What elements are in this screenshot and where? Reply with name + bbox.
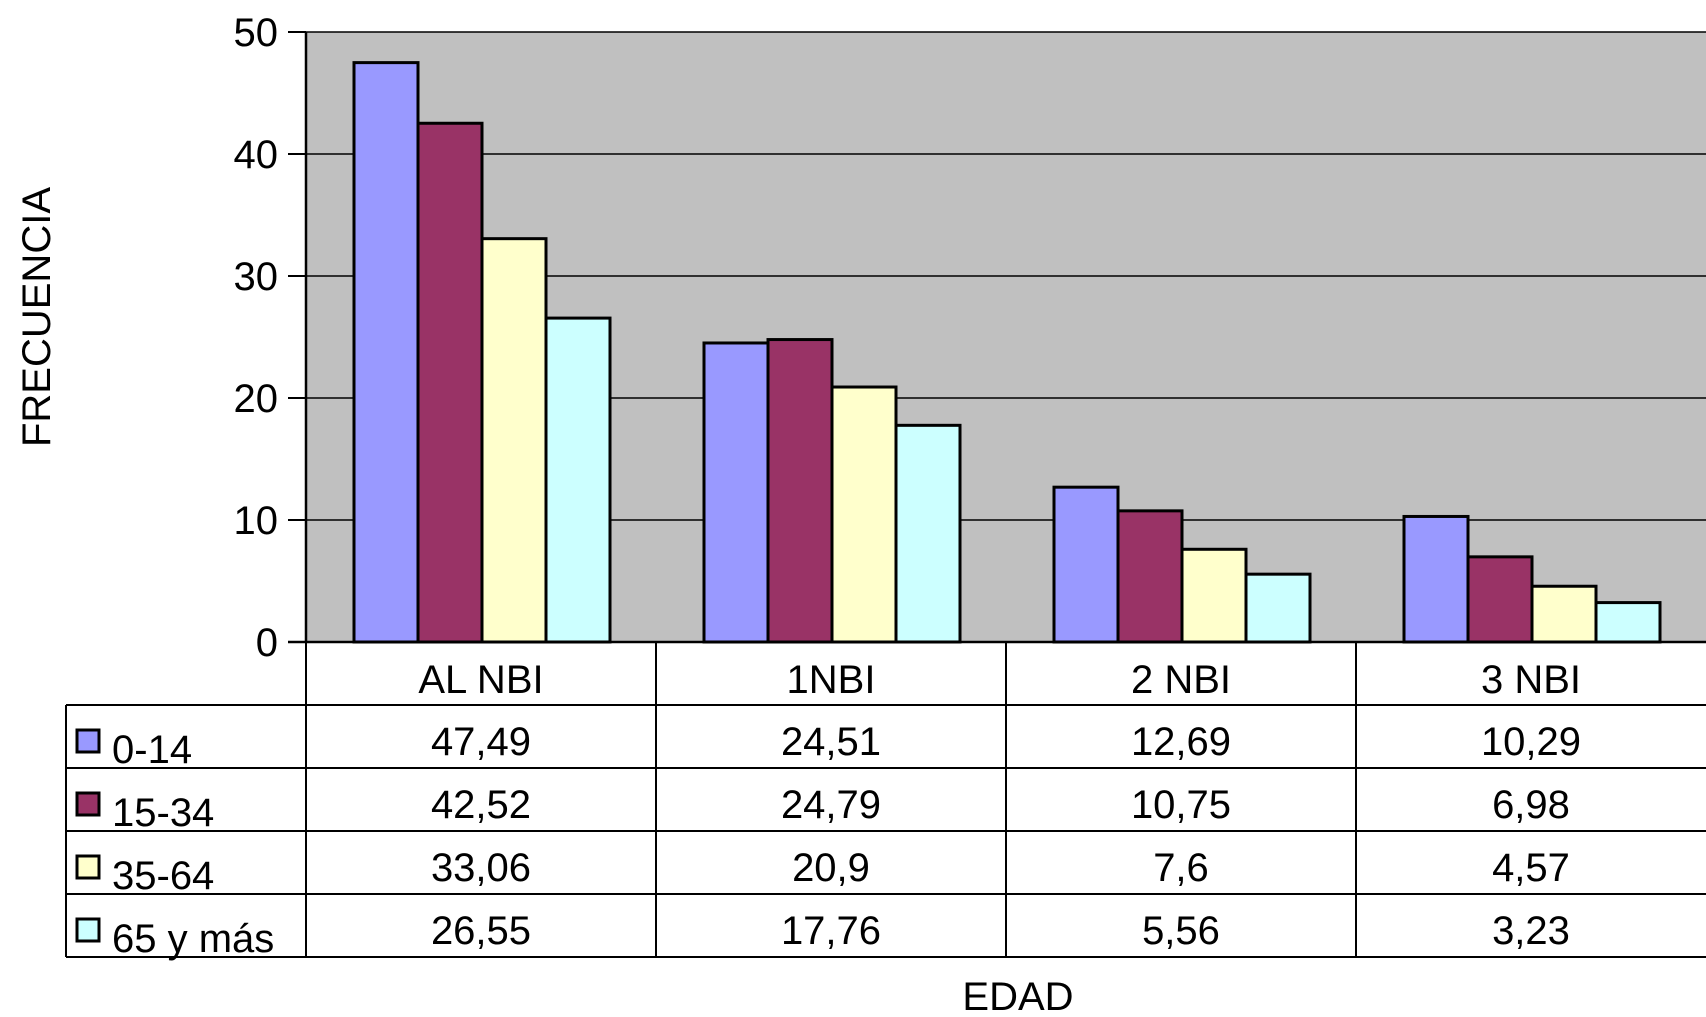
bars — [352, 61, 1662, 644]
y-tick-label: 40 — [234, 133, 279, 177]
table-cell-value: 17,76 — [781, 909, 881, 953]
table-cell-value: 10,75 — [1131, 783, 1231, 827]
table-cell-value: 3,23 — [1492, 909, 1570, 953]
category-label: AL NBI — [418, 658, 543, 702]
legend-key-15-34 — [75, 791, 101, 817]
bar-65-y-más-0 — [544, 316, 612, 644]
legend-label: 0-14 — [112, 728, 192, 772]
table-cell-value: 26,55 — [431, 909, 531, 953]
legend-key-0-14 — [75, 728, 101, 754]
y-tick-label: 50 — [234, 11, 279, 55]
table-cell-value: 6,98 — [1492, 783, 1570, 827]
bar-15-34-3 — [1466, 555, 1534, 644]
bar-0-14-2 — [1052, 485, 1120, 644]
table-cell-value: 24,51 — [781, 720, 881, 764]
table-cell-value: 33,06 — [431, 846, 531, 890]
table-cell-value: 5,56 — [1142, 909, 1220, 953]
legend-label: 35-64 — [112, 854, 214, 898]
bar-15-34-2 — [1116, 509, 1184, 644]
table-cell-value: 12,69 — [1131, 720, 1231, 764]
bar-35-64-3 — [1530, 584, 1598, 644]
table-cell-value: 10,29 — [1481, 720, 1581, 764]
bar-15-34-0 — [416, 121, 484, 644]
table-cell-value: 4,57 — [1492, 846, 1570, 890]
bar-35-64-0 — [480, 237, 548, 644]
table-cell-value: 7,6 — [1153, 846, 1209, 890]
bar-15-34-1 — [766, 338, 834, 644]
legend-label: 15-34 — [112, 791, 214, 835]
bar-35-64-2 — [1180, 547, 1248, 644]
legend-key-65-y-más — [75, 917, 101, 943]
table-cell-value: 20,9 — [792, 846, 870, 890]
axes: 0 10 20 30 40 50 — [234, 11, 1706, 665]
x-axis-label: EDAD — [962, 975, 1073, 1017]
bar-65-y-más-3 — [1594, 601, 1662, 644]
category-label: 1NBI — [787, 658, 876, 702]
bar-65-y-más-1 — [894, 423, 962, 644]
bar-0-14-3 — [1402, 514, 1470, 644]
bar-65-y-más-2 — [1244, 572, 1312, 644]
table-cell-value: 47,49 — [431, 720, 531, 764]
bar-35-64-1 — [830, 385, 898, 644]
legend-key-35-64 — [75, 854, 101, 880]
data-table: AL NBI 1NBI 2 NBI 3 NBI 0-14 47,49 24,51 12,69 1… — [65, 642, 1706, 961]
table-cell-value: 42,52 — [431, 783, 531, 827]
y-tick-label: 20 — [234, 377, 279, 421]
y-tick-label: 30 — [234, 255, 279, 299]
y-axis-label: FRECUENCIA — [15, 187, 59, 447]
bar-0-14-1 — [702, 341, 770, 644]
category-label: 3 NBI — [1481, 658, 1581, 702]
bar-0-14-0 — [352, 61, 420, 644]
table-cell-value: 24,79 — [781, 783, 881, 827]
legend-label: 65 y más — [112, 917, 274, 961]
y-tick-label: 10 — [234, 499, 279, 543]
category-label: 2 NBI — [1131, 658, 1231, 702]
y-tick-label: 0 — [256, 621, 278, 665]
